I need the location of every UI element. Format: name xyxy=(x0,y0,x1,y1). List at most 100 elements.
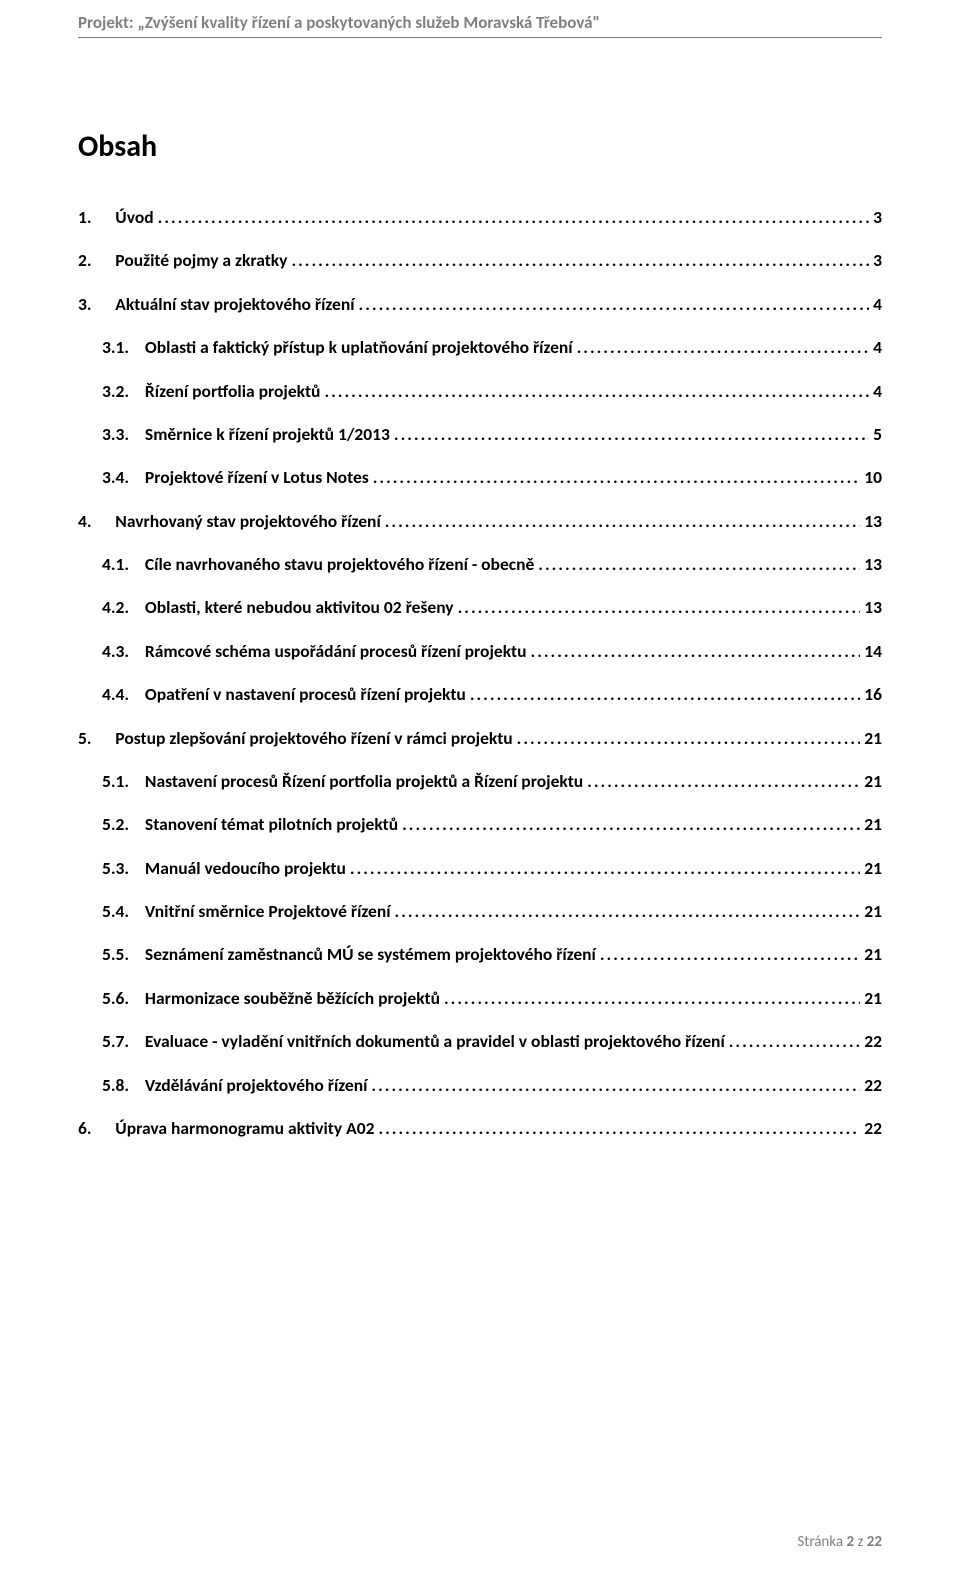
toc-leader-dots xyxy=(359,292,870,317)
toc-entry-page: 10 xyxy=(864,465,882,490)
toc-entry-number: 5.7. xyxy=(78,1029,145,1054)
toc-entry-number: 3.2. xyxy=(78,379,145,404)
running-header: Projekt: „Zvýšení kvality řízení a posky… xyxy=(78,12,882,33)
toc-entry: 5.8. Vzdělávání projektového řízení 22 xyxy=(78,1073,882,1098)
toc-entry-number: 3.4. xyxy=(78,465,145,490)
toc-entry: 2. Použité pojmy a zkratky 3 xyxy=(78,248,882,273)
toc-entry: 6. Úprava harmonogramu aktivity A02 22 xyxy=(78,1116,882,1141)
toc-entry: 4.1. Cíle navrhovaného stavu projektovéh… xyxy=(78,552,882,577)
toc-leader-dots xyxy=(531,639,861,664)
toc-leader-dots xyxy=(394,422,869,447)
toc-entry-page: 14 xyxy=(864,639,882,664)
toc-entry-page: 22 xyxy=(864,1116,882,1141)
toc-entry-label: Použité pojmy a zkratky xyxy=(115,248,287,273)
toc-leader-dots xyxy=(444,986,860,1011)
toc-entry-page: 16 xyxy=(864,682,882,707)
toc-entry: 3.4. Projektové řízení v Lotus Notes 10 xyxy=(78,465,882,490)
toc-entry-label: Oblasti, které nebudou aktivitou 02 řeše… xyxy=(145,595,454,620)
toc-entry: 5.7. Evaluace - vyladění vnitřních dokum… xyxy=(78,1029,882,1054)
toc-entry-number: 3.3. xyxy=(78,422,145,447)
toc-entry: 4.2. Oblasti, které nebudou aktivitou 02… xyxy=(78,595,882,620)
toc-entry-page: 13 xyxy=(864,509,882,534)
toc-leader-dots xyxy=(517,726,861,751)
toc-entry-page: 5 xyxy=(873,422,882,447)
toc-entry-number: 4.3. xyxy=(78,639,145,664)
toc-entry-number: 5.8. xyxy=(78,1073,145,1098)
toc-entry: 5.6. Harmonizace souběžně běžících proje… xyxy=(78,986,882,1011)
toc-entry-label: Nastavení procesů Řízení portfolia proje… xyxy=(145,769,583,794)
toc-entry-label: Stanovení témat pilotních projektů xyxy=(145,812,398,837)
toc-entry-number: 3. xyxy=(78,292,115,317)
toc-entry-number: 5.1. xyxy=(78,769,145,794)
toc-leader-dots xyxy=(470,682,860,707)
toc-leader-dots xyxy=(371,1073,860,1098)
toc-entry: 4.4. Opatření v nastavení procesů řízení… xyxy=(78,682,882,707)
toc-leader-dots xyxy=(385,509,861,534)
toc-leader-dots xyxy=(538,552,860,577)
toc-entry-page: 3 xyxy=(873,205,882,230)
toc-leader-dots xyxy=(395,899,861,924)
toc-entry: 3. Aktuální stav projektového řízení 4 xyxy=(78,292,882,317)
toc-entry-number: 3.1. xyxy=(78,335,145,360)
toc-entry: 1. Úvod 3 xyxy=(78,205,882,230)
toc-entry-number: 5. xyxy=(78,726,115,751)
footer-prefix: Stránka xyxy=(797,1533,846,1551)
toc-entry-label: Rámcové schéma uspořádání procesů řízení… xyxy=(145,639,527,664)
toc-leader-dots xyxy=(729,1029,861,1054)
toc-entry-number: 5.3. xyxy=(78,856,145,881)
toc-entry: 5. Postup zlepšování projektového řízení… xyxy=(78,726,882,751)
toc-entry-page: 13 xyxy=(864,595,882,620)
toc-entry: 5.5. Seznámení zaměstnanců MÚ se systéme… xyxy=(78,942,882,967)
toc-entry-label: Evaluace - vyladění vnitřních dokumentů … xyxy=(145,1029,725,1054)
toc-entry-label: Úvod xyxy=(115,205,153,230)
toc-entry-label: Cíle navrhovaného stavu projektového říz… xyxy=(145,552,534,577)
toc-entry-page: 21 xyxy=(864,899,882,924)
toc-entry-label: Opatření v nastavení procesů řízení proj… xyxy=(145,682,466,707)
toc-entry-label: Oblasti a faktický přístup k uplatňování… xyxy=(145,335,573,360)
toc-entry-label: Postup zlepšování projektového řízení v … xyxy=(115,726,512,751)
toc-entry-page: 21 xyxy=(864,986,882,1011)
toc-entry-number: 2. xyxy=(78,248,115,273)
toc-entry-number: 5.2. xyxy=(78,812,145,837)
footer-current-page: 2 xyxy=(846,1533,854,1551)
toc-title: Obsah xyxy=(78,128,882,165)
toc-entry: 5.4. Vnitřní směrnice Projektové řízení … xyxy=(78,899,882,924)
toc-leader-dots xyxy=(587,769,860,794)
toc-leader-dots xyxy=(291,248,869,273)
toc-entry-page: 13 xyxy=(864,552,882,577)
toc-entry-label: Manuál vedoucího projektu xyxy=(145,856,346,881)
toc-entry-number: 4.4. xyxy=(78,682,145,707)
footer-sep: z xyxy=(854,1533,867,1551)
toc-entry-label: Řízení portfolia projektů xyxy=(145,379,321,404)
footer-total-pages: 22 xyxy=(867,1533,882,1551)
toc-entry-number: 1. xyxy=(78,205,115,230)
header-rule xyxy=(78,37,882,38)
toc-entry-page: 21 xyxy=(864,726,882,751)
toc-leader-dots xyxy=(373,465,861,490)
toc-entry-label: Navrhovaný stav projektového řízení xyxy=(115,509,380,534)
toc-leader-dots xyxy=(378,1116,860,1141)
toc-entry-label: Vzdělávání projektového řízení xyxy=(145,1073,368,1098)
toc-entry-number: 4.1. xyxy=(78,552,145,577)
toc-entry-page: 4 xyxy=(873,292,882,317)
toc-entry-page: 22 xyxy=(864,1029,882,1054)
toc-entry-label: Vnitřní směrnice Projektové řízení xyxy=(145,899,391,924)
toc-entry: 5.3. Manuál vedoucího projektu 21 xyxy=(78,856,882,881)
toc-entry: 3.2. Řízení portfolia projektů 4 xyxy=(78,379,882,404)
toc-entry: 5.1. Nastavení procesů Řízení portfolia … xyxy=(78,769,882,794)
toc-entry-number: 5.4. xyxy=(78,899,145,924)
toc-leader-dots xyxy=(324,379,869,404)
toc-entry-label: Harmonizace souběžně běžících projektů xyxy=(145,986,440,1011)
toc-leader-dots xyxy=(600,942,860,967)
toc-entry-label: Úprava harmonogramu aktivity A02 xyxy=(115,1116,374,1141)
toc-entry: 3.3. Směrnice k řízení projektů 1/2013 5 xyxy=(78,422,882,447)
toc-entry-label: Směrnice k řízení projektů 1/2013 xyxy=(145,422,390,447)
toc-entry-page: 21 xyxy=(864,856,882,881)
toc-entry-page: 4 xyxy=(873,335,882,360)
toc-entry-number: 6. xyxy=(78,1116,115,1141)
toc-entry-page: 21 xyxy=(864,812,882,837)
toc-leader-dots xyxy=(577,335,870,360)
toc-entry: 4.3. Rámcové schéma uspořádání procesů ř… xyxy=(78,639,882,664)
toc-entry-page: 4 xyxy=(873,379,882,404)
toc-list: 1. Úvod 3 2. Použité pojmy a zkratky 3 3. … xyxy=(78,205,882,1141)
